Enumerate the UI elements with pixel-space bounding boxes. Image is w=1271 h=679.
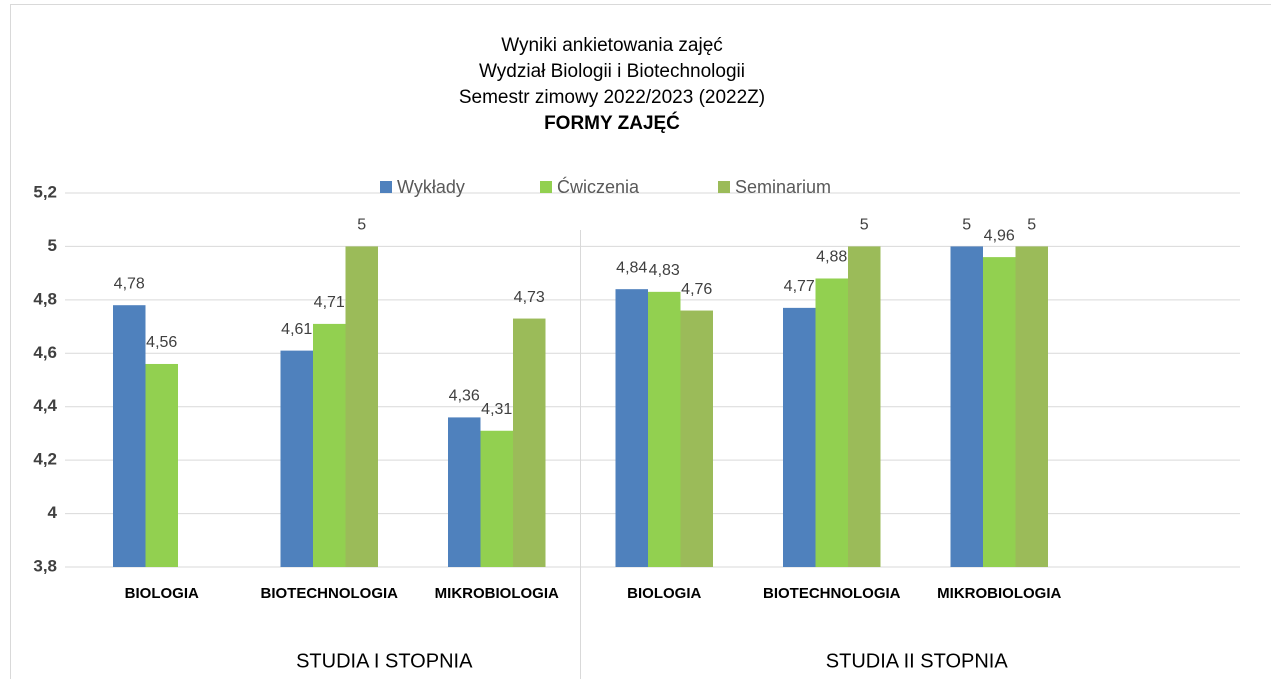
y-tick-label: 4,4 <box>33 396 57 415</box>
chart-subtitle: FORMY ZAJĘĆ <box>544 112 680 134</box>
value-label: 4,56 <box>146 334 177 351</box>
bar <box>513 318 546 567</box>
y-tick-label: 5,2 <box>33 182 57 201</box>
x-tick-label: BIOTECHNOLOGIA <box>763 585 901 602</box>
bar <box>145 363 178 567</box>
value-label: 4,31 <box>481 401 512 418</box>
bar <box>950 246 983 567</box>
chart-title: Semestr zimowy 2022/2023 (2022Z) <box>459 87 765 108</box>
group-label: STUDIA I STOPNIA <box>296 650 473 672</box>
chart-title: Wyniki ankietowania zajęć <box>501 35 723 56</box>
value-label: 5 <box>962 217 971 234</box>
value-label: 4,77 <box>784 278 815 295</box>
legend-swatch <box>380 181 392 193</box>
value-label: 4,61 <box>281 321 312 338</box>
value-label: 4,71 <box>314 294 345 311</box>
bar <box>480 430 513 567</box>
value-label: 4,36 <box>449 388 480 405</box>
y-tick-label: 4,2 <box>33 450 57 469</box>
value-label: 4,83 <box>649 262 680 279</box>
bar <box>113 305 146 567</box>
x-tick-label: MIKROBIOLOGIA <box>937 585 1061 602</box>
legend-label: Ćwiczenia <box>557 176 640 197</box>
chart-title: Wydział Biologii i Biotechnologii <box>479 61 745 82</box>
value-label: 4,88 <box>816 249 847 266</box>
bar <box>648 291 681 567</box>
bar <box>983 257 1016 567</box>
y-tick-label: 3,8 <box>33 556 57 575</box>
value-label: 5 <box>357 217 366 234</box>
value-label: 4,96 <box>984 227 1015 244</box>
group-label: STUDIA II STOPNIA <box>826 650 1009 672</box>
x-tick-label: MIKROBIOLOGIA <box>435 585 559 602</box>
y-tick-label: 5 <box>48 236 57 255</box>
x-tick-label: BIOTECHNOLOGIA <box>261 585 399 602</box>
legend-swatch <box>718 181 730 193</box>
bar <box>783 307 816 567</box>
value-label: 4,78 <box>114 275 145 292</box>
y-tick-label: 4,6 <box>33 343 57 362</box>
bar <box>313 323 346 567</box>
value-label: 5 <box>860 217 869 234</box>
value-label: 4,84 <box>616 259 647 276</box>
bar <box>280 350 313 567</box>
x-tick-label: BIOLOGIA <box>627 585 701 602</box>
bar <box>815 278 848 567</box>
y-tick-label: 4,8 <box>33 289 57 308</box>
bar <box>680 310 713 567</box>
value-label: 4,73 <box>514 289 545 306</box>
bar <box>448 417 481 567</box>
bar <box>615 289 648 567</box>
legend-swatch <box>540 181 552 193</box>
legend-label: Seminarium <box>735 177 831 197</box>
value-label: 5 <box>1027 217 1036 234</box>
bar <box>1015 246 1048 567</box>
bar <box>345 246 378 567</box>
legend-label: Wykłady <box>397 177 465 197</box>
y-tick-label: 4 <box>48 503 58 522</box>
bar <box>848 246 881 567</box>
x-tick-label: BIOLOGIA <box>125 585 199 602</box>
value-label: 4,76 <box>681 281 712 298</box>
